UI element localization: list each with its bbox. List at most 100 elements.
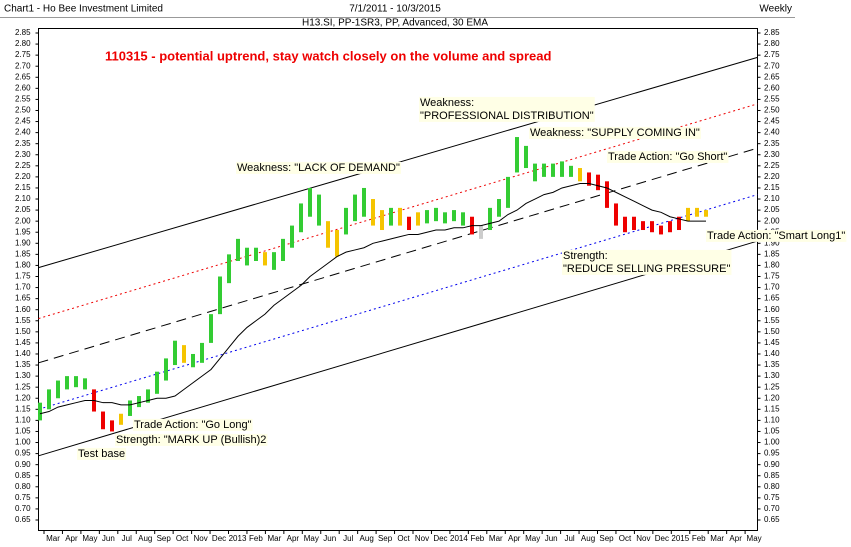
annotation-bg xyxy=(77,447,127,460)
annotation: Test base xyxy=(77,447,127,460)
price-bar xyxy=(596,174,600,191)
price-bar xyxy=(578,168,582,182)
header-left: Chart1 - Ho Bee Investment Limited xyxy=(4,4,163,15)
price-bar xyxy=(38,402,42,421)
y-tick-label-right: 1.05 xyxy=(764,427,780,436)
x-tick-label: May xyxy=(82,534,97,543)
price-bar xyxy=(677,216,681,231)
channel-line xyxy=(38,147,758,364)
price-bar xyxy=(137,396,141,408)
price-bar xyxy=(551,163,555,177)
y-tick-label-right: 1.25 xyxy=(764,382,780,391)
x-tick-label: Nov xyxy=(636,534,650,543)
x-tick-label: Nov xyxy=(193,534,207,543)
y-tick-label: 1.80 xyxy=(15,261,31,270)
price-bar xyxy=(56,380,60,399)
y-tick-label-right: 2.75 xyxy=(764,50,780,59)
y-tick-label: 1.45 xyxy=(15,338,31,347)
y-tick-label-right: 2.80 xyxy=(764,39,780,48)
y-tick-label-right: 1.80 xyxy=(764,261,780,270)
x-tick-label: Sep xyxy=(599,534,614,543)
y-tick-label: 2.45 xyxy=(15,117,31,126)
y-tick-label: 0.90 xyxy=(15,460,31,469)
price-bar xyxy=(227,254,231,284)
x-tick-label: Mar xyxy=(710,534,724,543)
y-tick-label: 1.10 xyxy=(15,415,31,424)
y-tick-label: 2.30 xyxy=(15,150,31,159)
y-tick-label-right: 2.20 xyxy=(764,172,780,181)
annotation-text: "PROFESSIONAL DISTRIBUTION" xyxy=(420,110,594,122)
annotation: Trade Action: "Go Short" xyxy=(607,150,729,163)
price-bar xyxy=(533,163,537,182)
price-bar xyxy=(452,210,456,222)
y-tick-label-right: 1.40 xyxy=(764,349,780,358)
price-bar xyxy=(200,342,204,363)
y-tick-label: 2.10 xyxy=(15,194,31,203)
x-tick-label: Oct xyxy=(176,534,189,543)
price-bar xyxy=(353,194,357,222)
annotation-bg xyxy=(706,229,847,242)
price-bar xyxy=(281,238,285,262)
price-bar xyxy=(488,207,492,231)
x-tick-label: Apr xyxy=(287,534,300,543)
price-bar xyxy=(209,314,213,343)
price-bar xyxy=(425,210,429,224)
y-tick-label-right: 2.70 xyxy=(764,61,780,70)
price-bar xyxy=(263,252,267,266)
price-bar xyxy=(146,389,150,403)
price-bar xyxy=(245,247,249,266)
y-tick-label: 1.75 xyxy=(15,272,31,281)
y-tick-label-right: 2.15 xyxy=(764,183,780,192)
annotation: Weakness: "LACK OF DEMAND" xyxy=(236,161,401,174)
annotation-text: Strength: xyxy=(563,250,608,262)
x-tick-label: Feb xyxy=(249,534,263,543)
y-tick-label-right: 1.65 xyxy=(764,294,780,303)
price-bar xyxy=(362,187,366,217)
annotation-text: Strength: "MARK UP (Bullish)2 xyxy=(116,434,266,446)
annotation-bg xyxy=(236,161,401,174)
plot-frame xyxy=(38,28,758,531)
price-bar xyxy=(290,225,294,248)
price-bar xyxy=(83,378,87,390)
price-bar xyxy=(614,203,618,226)
y-tick-label: 2.20 xyxy=(15,172,31,181)
y-tick-label-right: 0.85 xyxy=(764,471,780,480)
y-tick-label-right: 2.60 xyxy=(764,83,780,92)
price-bar xyxy=(623,216,627,233)
price-bar xyxy=(272,252,276,270)
price-bar xyxy=(299,203,303,233)
price-bar xyxy=(632,216,636,231)
price-bar xyxy=(326,221,330,248)
y-tick-label: 0.95 xyxy=(15,449,31,458)
y-tick-label: 1.85 xyxy=(15,249,31,258)
price-bar xyxy=(173,340,177,366)
y-tick-label-right: 0.95 xyxy=(764,449,780,458)
x-tick-label: Mar xyxy=(489,534,503,543)
y-tick-label: 1.95 xyxy=(15,227,31,236)
price-bar xyxy=(47,389,51,410)
y-tick-label: 2.05 xyxy=(15,205,31,214)
annotation-text: "REDUCE SELLING PRESSURE" xyxy=(563,263,730,275)
annotation: Trade Action: "Smart Long1" xyxy=(706,229,847,242)
y-tick-label-right: 1.55 xyxy=(764,316,780,325)
y-tick-label: 1.30 xyxy=(15,371,31,380)
x-tick-label: Dec xyxy=(433,534,447,543)
annotation-text: Weakness: "LACK OF DEMAND" xyxy=(237,162,400,174)
y-tick-label: 2.00 xyxy=(15,216,31,225)
annotation-bg xyxy=(607,150,729,163)
price-bar xyxy=(164,358,168,381)
y-tick-label-right: 1.00 xyxy=(764,438,780,447)
y-tick-label: 1.35 xyxy=(15,360,31,369)
price-bar xyxy=(371,199,375,226)
y-tick-label: 2.15 xyxy=(15,183,31,192)
y-tick-label-right: 2.85 xyxy=(764,28,780,37)
y-tick-label: 0.70 xyxy=(15,504,31,513)
y-tick-label-right: 1.90 xyxy=(764,238,780,247)
x-tick-label: May xyxy=(747,534,762,543)
price-bar xyxy=(416,212,420,226)
y-tick-label-right: 2.05 xyxy=(764,205,780,214)
annotation: Strength: "MARK UP (Bullish)2 xyxy=(115,433,268,446)
x-tick-label: Aug xyxy=(581,534,595,543)
annotation-bg xyxy=(529,126,701,139)
annotation-bg xyxy=(419,96,595,122)
